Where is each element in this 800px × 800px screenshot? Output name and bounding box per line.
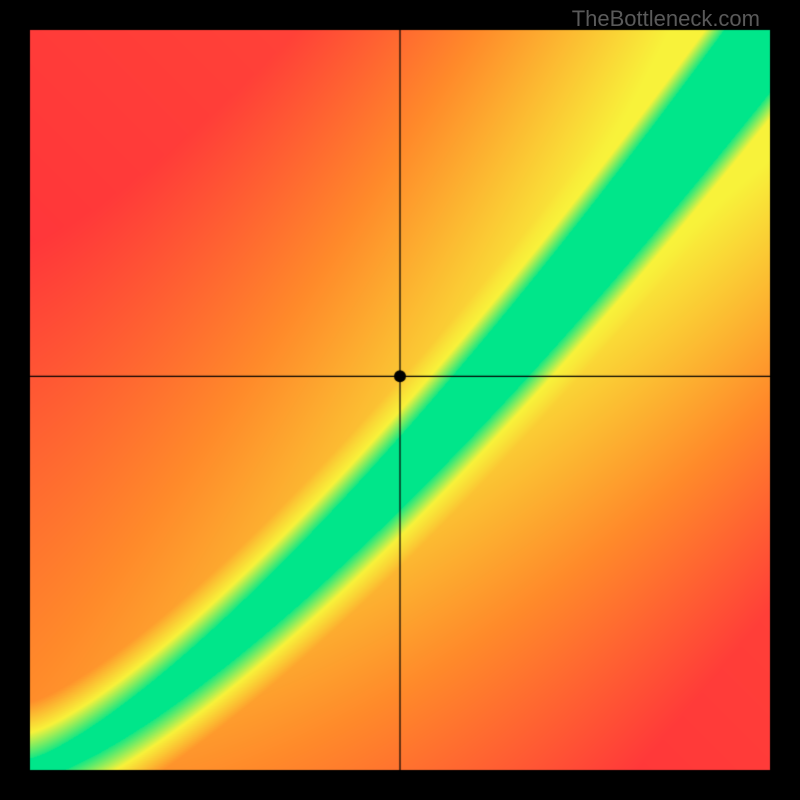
chart-container: TheBottleneck.com: [0, 0, 800, 800]
watermark-text: TheBottleneck.com: [572, 6, 760, 32]
heatmap-canvas: [0, 0, 800, 800]
